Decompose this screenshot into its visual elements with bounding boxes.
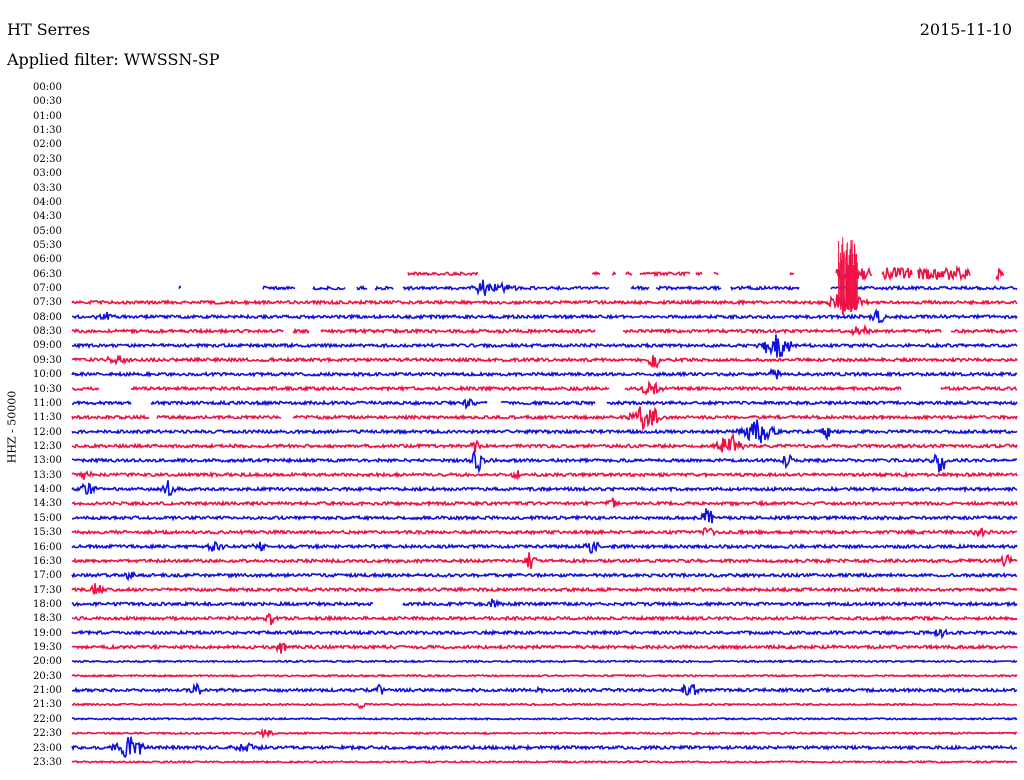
time-tick-1900: 19:00 bbox=[33, 627, 62, 639]
trace-1430 bbox=[71, 497, 1018, 508]
time-tick-1030: 10:30 bbox=[33, 383, 62, 395]
time-tick-1400: 14:00 bbox=[33, 484, 62, 496]
trace-0700 bbox=[178, 279, 1018, 297]
time-tick-0600: 06:00 bbox=[33, 254, 62, 266]
time-tick-2330: 23:30 bbox=[33, 756, 62, 768]
trace-0830 bbox=[71, 323, 1018, 337]
trace-1930 bbox=[71, 642, 1018, 654]
trace-2100 bbox=[71, 682, 1018, 696]
trace-1730 bbox=[71, 583, 1018, 595]
trace-1900 bbox=[71, 628, 1018, 640]
time-tick-1730: 17:30 bbox=[33, 584, 62, 596]
time-tick-2130: 21:30 bbox=[33, 699, 62, 711]
time-tick-1500: 15:00 bbox=[33, 512, 62, 524]
trace-1600 bbox=[71, 540, 1018, 555]
filter-label: Applied filter: WWSSN-SP bbox=[7, 50, 220, 69]
trace-1700 bbox=[71, 570, 1018, 582]
time-tick-0830: 08:30 bbox=[33, 326, 62, 338]
time-tick-1330: 13:30 bbox=[33, 469, 62, 481]
time-tick-1800: 18:00 bbox=[33, 598, 62, 610]
trace-1230 bbox=[71, 432, 1018, 453]
time-tick-1600: 16:00 bbox=[33, 541, 62, 553]
time-tick-2200: 22:00 bbox=[33, 713, 62, 725]
time-tick-2100: 21:00 bbox=[33, 685, 62, 697]
trace-2330 bbox=[71, 759, 1018, 765]
trace-1300 bbox=[71, 449, 1018, 474]
time-tick-0400: 04:00 bbox=[33, 196, 62, 208]
time-tick-1700: 17:00 bbox=[33, 570, 62, 582]
trace-2030 bbox=[71, 673, 1018, 678]
time-tick-1230: 12:30 bbox=[33, 441, 62, 452]
time-tick-2230: 22:30 bbox=[33, 728, 62, 740]
time-tick-0430: 04:30 bbox=[33, 211, 62, 223]
trace-1630 bbox=[71, 552, 1018, 569]
station-title: HT Serres bbox=[7, 20, 91, 39]
time-tick-0300: 03:00 bbox=[33, 168, 62, 180]
time-tick-0630: 06:30 bbox=[33, 268, 62, 280]
time-tick-0030: 00:30 bbox=[33, 96, 62, 108]
trace-1800 bbox=[71, 598, 1018, 608]
time-tick-1100: 11:00 bbox=[33, 397, 62, 409]
time-tick-1430: 14:30 bbox=[33, 498, 62, 510]
time-tick-0900: 09:00 bbox=[33, 340, 62, 352]
time-tick-0200: 02:00 bbox=[33, 139, 62, 151]
time-tick-0130: 01:30 bbox=[33, 125, 62, 137]
trace-1330 bbox=[71, 470, 1018, 481]
time-tick-1300: 13:00 bbox=[33, 455, 62, 467]
time-tick-0500: 05:00 bbox=[33, 225, 62, 237]
time-tick-0800: 08:00 bbox=[33, 311, 62, 323]
trace-0930 bbox=[71, 353, 1018, 369]
time-tick-1530: 15:30 bbox=[33, 527, 62, 539]
time-tick-0100: 01:00 bbox=[33, 110, 62, 122]
time-tick-0230: 02:30 bbox=[33, 153, 62, 165]
trace-0800 bbox=[71, 307, 1018, 324]
trace-1200 bbox=[71, 419, 1018, 444]
trace-1530 bbox=[71, 527, 1018, 539]
trace-1100 bbox=[71, 398, 1018, 410]
trace-1130 bbox=[71, 406, 1018, 432]
trace-1500 bbox=[71, 508, 1018, 524]
time-tick-2030: 20:30 bbox=[33, 670, 62, 682]
trace-1400 bbox=[71, 480, 1018, 497]
time-tick-0330: 03:30 bbox=[33, 182, 62, 194]
time-tick-1630: 16:30 bbox=[33, 555, 62, 567]
trace-0630 bbox=[407, 264, 1005, 282]
time-tick-1000: 10:00 bbox=[33, 369, 62, 381]
time-tick-0930: 09:30 bbox=[33, 354, 62, 366]
time-tick-1200: 12:00 bbox=[33, 426, 62, 438]
trace-0900 bbox=[71, 334, 1018, 358]
time-tick-0730: 07:30 bbox=[33, 297, 62, 309]
time-tick-1930: 19:30 bbox=[33, 642, 62, 654]
time-tick-0530: 05:30 bbox=[33, 239, 62, 251]
time-tick-2000: 20:00 bbox=[33, 656, 62, 668]
date-label: 2015-11-10 bbox=[919, 20, 1012, 39]
time-tick-1130: 11:30 bbox=[33, 412, 62, 424]
time-tick-0000: 00:00 bbox=[33, 82, 62, 93]
trace-2200 bbox=[71, 716, 1018, 721]
trace-2000 bbox=[71, 659, 1018, 664]
trace-0730 bbox=[71, 293, 1018, 315]
trace-1000 bbox=[71, 367, 1018, 380]
trace-2130 bbox=[71, 702, 1018, 710]
time-tick-1830: 18:30 bbox=[33, 613, 62, 625]
time-tick-0700: 07:00 bbox=[33, 283, 62, 295]
trace-1830 bbox=[71, 612, 1018, 626]
trace-2300 bbox=[71, 736, 1018, 759]
trace-1030 bbox=[71, 380, 1018, 397]
trace-2230 bbox=[71, 727, 1018, 740]
time-tick-2300: 23:00 bbox=[33, 742, 62, 754]
